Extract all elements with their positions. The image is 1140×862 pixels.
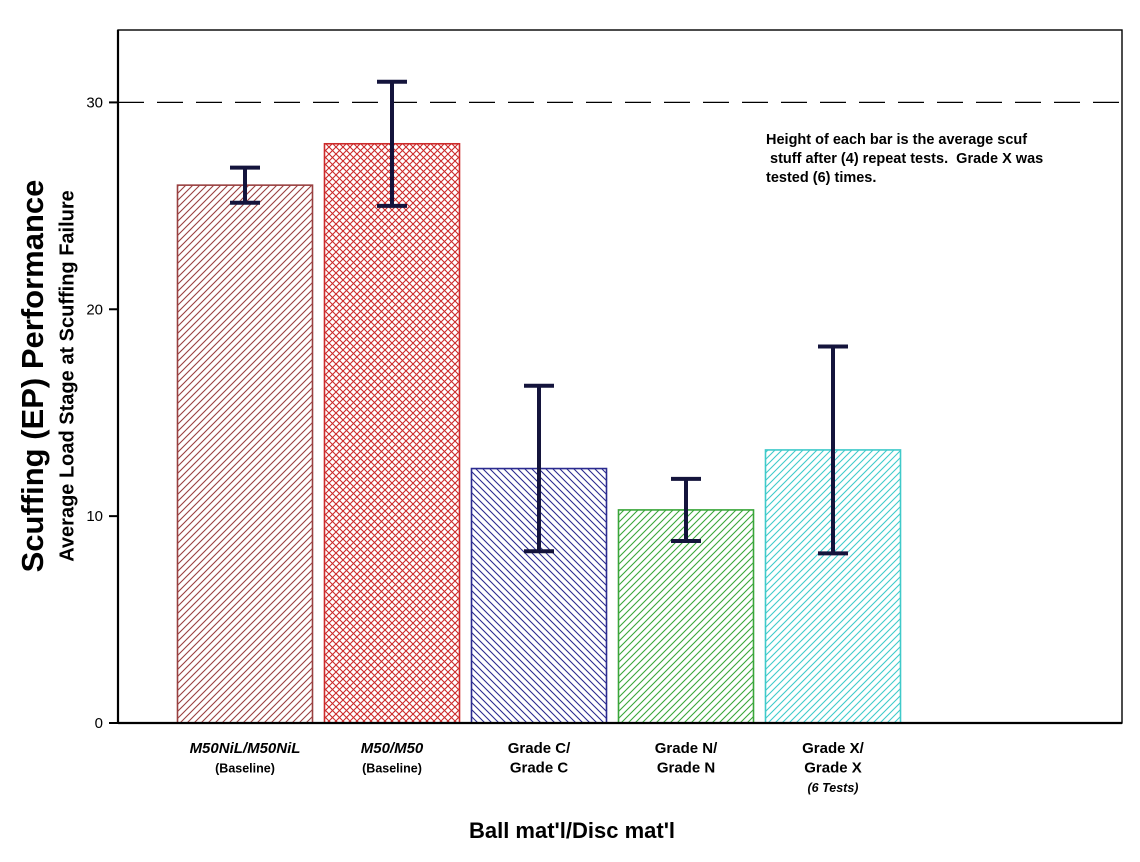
bar xyxy=(617,509,755,724)
category-label: M50NiL/M50NiL xyxy=(190,740,301,757)
y-tick-label: 10 xyxy=(86,508,103,525)
category-label: (Baseline) xyxy=(362,762,422,776)
error-bar xyxy=(671,476,701,543)
error-bar xyxy=(818,344,848,556)
category-label: Grade X xyxy=(804,760,862,777)
category-label: Grade X/ xyxy=(802,740,865,757)
error-bar xyxy=(377,79,407,208)
category-label: Grade C xyxy=(510,760,569,777)
y-axis-title-secondary: Average Load Stage at Scuffing Failure xyxy=(56,190,79,562)
error-bar xyxy=(230,165,260,205)
category-label: Grade N/ xyxy=(655,740,718,757)
bar xyxy=(176,184,314,724)
category-label: (Baseline) xyxy=(215,762,275,776)
x-axis-title: Ball mat'l/Disc mat'l xyxy=(468,818,676,843)
chart-annotation: Height of each bar is the average scuf s… xyxy=(766,132,1044,186)
category-label: Grade N xyxy=(657,760,715,777)
category-label: (6 Tests) xyxy=(808,781,859,795)
y-tick-label: 30 xyxy=(86,94,103,111)
y-axis-title-primary: Scuffing (EP) Performance xyxy=(15,179,50,573)
category-label: Grade C/ xyxy=(508,740,571,757)
y-tick-label: 20 xyxy=(86,301,103,318)
y-tick-label: 0 xyxy=(95,715,103,732)
category-label: M50/M50 xyxy=(361,740,424,757)
error-bar xyxy=(524,383,554,554)
bar xyxy=(323,142,461,724)
